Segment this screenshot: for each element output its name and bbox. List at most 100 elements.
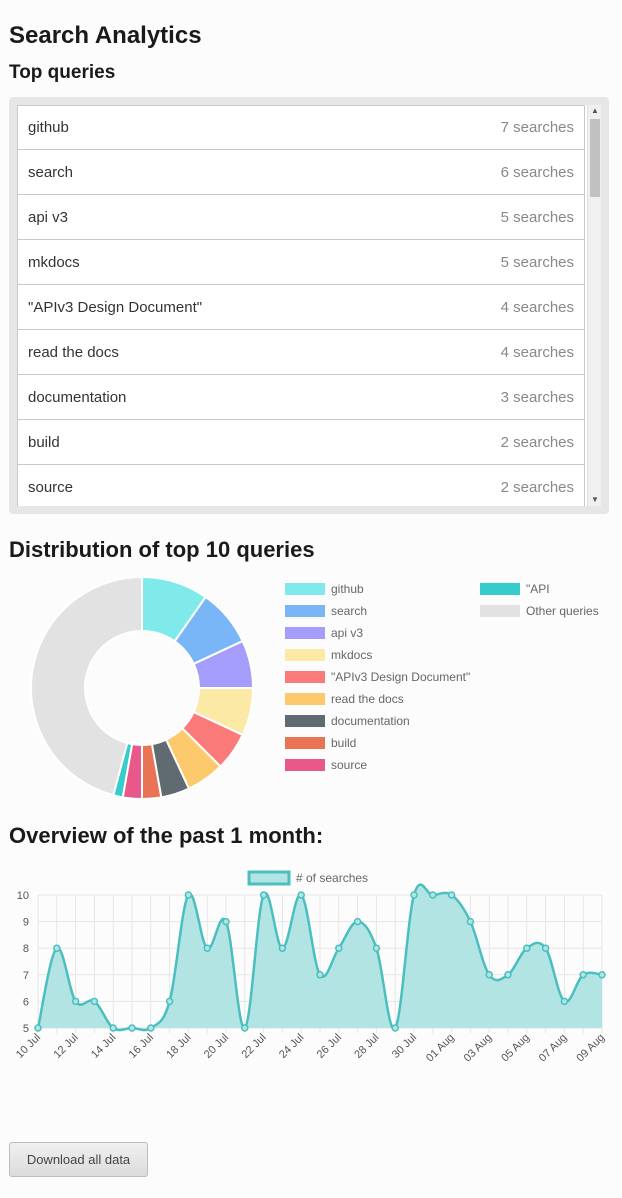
legend-label: api v3 <box>331 626 364 640</box>
x-tick-label: 10 Jul <box>14 1032 43 1061</box>
donut-slice-10 <box>30 575 143 797</box>
x-tick-label: 18 Jul <box>164 1032 193 1061</box>
legend-label: "APIv3 Design Document" <box>331 670 471 684</box>
query-count: 7 searches <box>500 119 574 136</box>
x-tick-label: 09 Aug <box>574 1032 607 1065</box>
data-point <box>541 944 550 952</box>
data-point <box>71 997 80 1006</box>
query-text: read the docs <box>28 343 119 361</box>
query-row[interactable]: build 2 searches <box>17 420 585 465</box>
query-text: api v3 <box>28 208 69 226</box>
data-point <box>560 997 569 1006</box>
query-text: build <box>28 433 60 451</box>
data-point <box>53 944 61 952</box>
legend-label: Other queries <box>526 604 599 618</box>
x-tick-label: 28 Jul <box>352 1032 381 1061</box>
x-tick-label: 01 Aug <box>424 1032 457 1065</box>
legend-item[interactable]: build <box>285 736 356 750</box>
legend-swatch <box>285 737 325 749</box>
legend-item[interactable]: source <box>285 758 367 772</box>
legend-label: documentation <box>331 714 410 728</box>
legend-swatch <box>480 583 520 595</box>
legend-item[interactable]: "API <box>480 582 550 596</box>
legend-item[interactable]: github <box>285 582 364 596</box>
query-row[interactable]: mkdocs 5 searches <box>17 240 585 285</box>
query-text: "APIv3 Design Document" <box>28 298 203 316</box>
query-count: 5 searches <box>500 208 574 226</box>
legend-swatch <box>285 627 325 639</box>
distribution-donut-chart <box>30 575 255 801</box>
line-legend-swatch[interactable] <box>247 870 291 886</box>
legend-swatch <box>480 605 520 617</box>
scroll-down-arrow-icon[interactable]: ▼ <box>591 495 599 504</box>
line-legend-label: # of searches <box>296 871 368 885</box>
scroll-up-arrow-icon[interactable]: ▲ <box>591 106 599 115</box>
data-point <box>203 944 211 952</box>
query-row[interactable]: documentation 3 searches <box>17 375 585 420</box>
data-point <box>523 944 531 952</box>
query-text: documentation <box>28 388 127 406</box>
legend-item[interactable]: mkdocs <box>285 648 372 662</box>
data-point <box>241 1024 249 1032</box>
x-tick-label: 26 Jul <box>315 1032 344 1061</box>
query-row[interactable]: source 2 searches <box>17 465 585 506</box>
data-point <box>316 971 324 979</box>
y-tick-label: 10 <box>17 890 29 902</box>
data-point <box>410 891 418 899</box>
x-tick-label: 07 Aug <box>537 1032 570 1065</box>
query-text: mkdocs <box>28 253 80 271</box>
data-point <box>335 944 343 952</box>
x-tick-label: 16 Jul <box>127 1032 156 1061</box>
query-row[interactable]: api v3 5 searches <box>17 195 585 240</box>
top-queries-list[interactable]: github 7 searches search 6 searches api v3 5 … <box>17 105 601 506</box>
legend-label: source <box>331 758 368 772</box>
query-row[interactable]: github 7 searches <box>17 105 585 150</box>
scrollbar-thumb[interactable] <box>590 119 600 197</box>
legend-item[interactable]: api v3 <box>285 626 363 640</box>
y-tick-label: 8 <box>23 943 29 955</box>
legend-item[interactable]: search <box>285 604 367 618</box>
data-point <box>165 997 174 1006</box>
legend-item[interactable]: read the docs <box>285 692 404 706</box>
data-point <box>372 944 381 952</box>
query-text: source <box>28 478 74 496</box>
data-point <box>429 891 437 899</box>
y-tick-label: 7 <box>23 970 29 982</box>
x-tick-label: 14 Jul <box>89 1032 118 1061</box>
legend-label: read the docs <box>331 692 404 706</box>
legend-item[interactable]: Other queries <box>480 604 599 618</box>
data-point <box>222 917 230 926</box>
data-point <box>259 891 268 899</box>
overview-heading: Overview of the past 1 month: <box>9 823 324 848</box>
legend-item[interactable]: "APIv3 Design Document" <box>285 670 470 684</box>
query-row[interactable]: search 6 searches <box>17 150 585 195</box>
query-row[interactable]: read the docs 4 searches <box>17 330 585 375</box>
top-queries-rows: github 7 searches search 6 searches api v3 5 … <box>17 105 585 506</box>
query-count: 3 searches <box>500 388 574 406</box>
data-point <box>128 1024 136 1032</box>
y-tick-label: 6 <box>23 996 29 1008</box>
distribution-heading: Distribution of top 10 queries <box>9 537 315 562</box>
data-point <box>90 997 99 1006</box>
data-point <box>598 971 606 979</box>
data-point <box>466 917 475 926</box>
data-point <box>579 971 587 979</box>
data-point <box>147 1024 155 1032</box>
download-all-data-button[interactable]: Download all data <box>9 1142 148 1177</box>
query-count: 2 searches <box>500 478 574 496</box>
legend-swatch <box>285 693 325 705</box>
y-tick-label: 5 <box>23 1023 29 1035</box>
legend-label: "API <box>526 582 550 596</box>
legend-label: search <box>331 604 368 618</box>
x-tick-label: 24 Jul <box>277 1032 306 1061</box>
legend-swatch <box>285 583 325 595</box>
query-count: 2 searches <box>500 433 574 451</box>
list-scrollbar[interactable]: ▲ ▼ <box>587 105 601 506</box>
data-point <box>485 971 493 979</box>
data-point <box>504 971 512 979</box>
page-title: Search Analytics <box>9 22 202 49</box>
legend-item[interactable]: documentation <box>285 714 410 728</box>
top-queries-panel: github 7 searches search 6 searches api v3 5 … <box>9 97 609 514</box>
query-count: 6 searches <box>500 163 574 181</box>
query-row[interactable]: "APIv3 Design Document" 4 searches <box>17 285 585 330</box>
